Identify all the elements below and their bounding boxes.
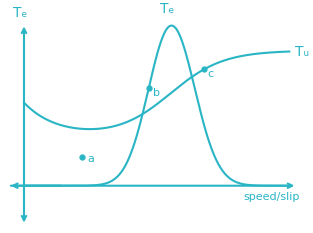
Text: Tₑ: Tₑ (160, 2, 174, 16)
Text: b: b (153, 88, 160, 98)
Text: Tᵤ: Tᵤ (295, 45, 309, 59)
Text: a: a (88, 154, 95, 164)
Text: c: c (207, 69, 213, 79)
Text: Tₑ: Tₑ (13, 6, 27, 20)
Text: speed/slip: speed/slip (244, 192, 300, 202)
